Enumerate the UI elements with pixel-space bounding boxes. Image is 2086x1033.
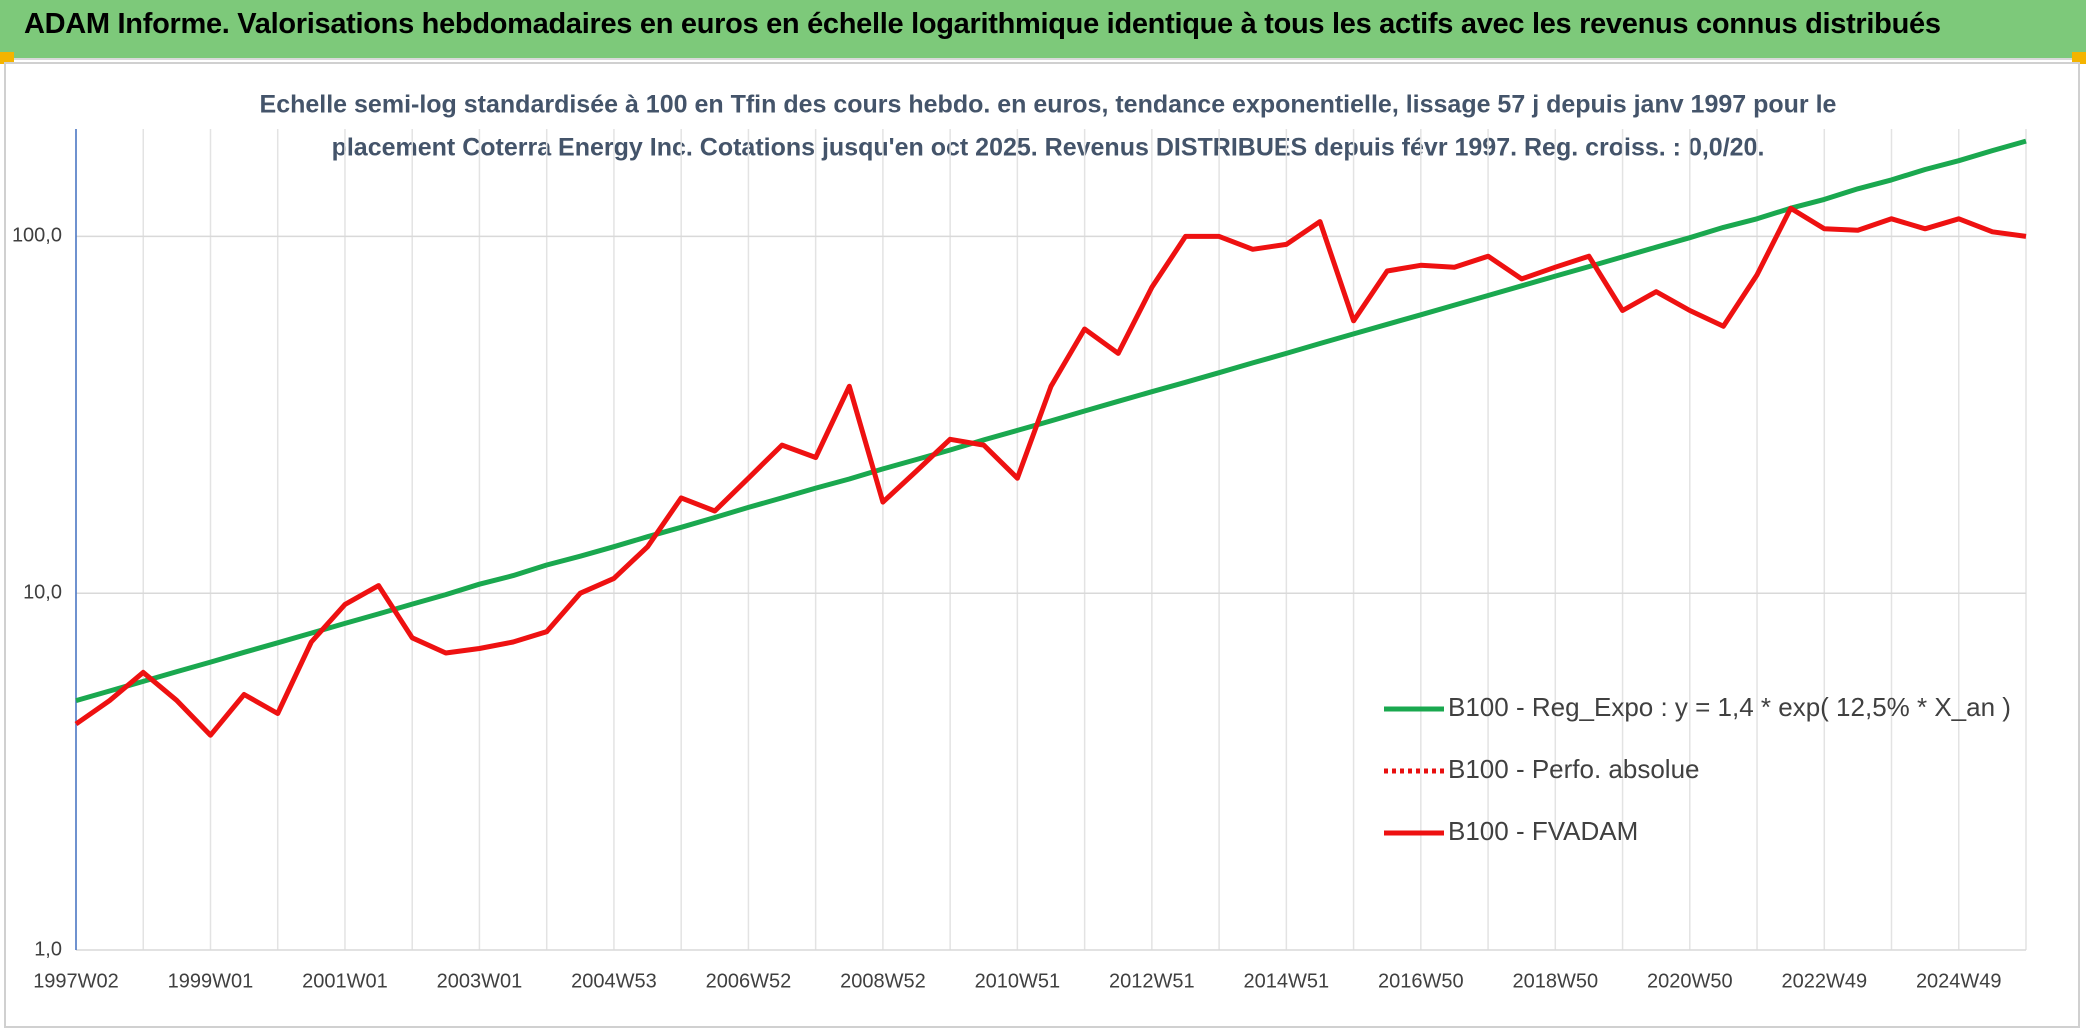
- corner-mark: [0, 52, 14, 64]
- x-tick-label: 2012W51: [1109, 970, 1195, 992]
- series-line: [75, 138, 2027, 704]
- x-tick-label: 1997W02: [33, 970, 119, 992]
- x-tick-label: 2003W01: [437, 970, 523, 992]
- x-tick-label: 2001W01: [302, 970, 388, 992]
- series-line: [74, 205, 2027, 738]
- subtitle: placement Coterra Energy Inc. Cotations …: [332, 134, 1765, 162]
- corner-mark: [2072, 52, 2086, 64]
- subtitle: Echelle semi-log standardisée à 100 en T…: [260, 91, 1837, 119]
- x-tick-label: 2022W49: [1781, 970, 1867, 992]
- x-tick-label: 2010W51: [975, 970, 1061, 992]
- x-tick-label: 1999W01: [168, 970, 254, 992]
- legend-label: B100 - Perfo. absolue: [1448, 754, 1700, 784]
- x-tick-label: 2006W52: [706, 970, 792, 992]
- x-tick-label: 2014W51: [1244, 970, 1330, 992]
- y-tick-label: 1,0: [34, 938, 62, 960]
- x-tick-label: 2024W49: [1916, 970, 2002, 992]
- x-tick-label: 2018W50: [1512, 970, 1598, 992]
- y-tick-label: 10,0: [23, 581, 62, 603]
- chart-frame: [4, 62, 2080, 1028]
- x-tick-label: 2008W52: [840, 970, 926, 992]
- legend-label: B100 - FVADAM: [1448, 816, 1638, 846]
- x-tick-label: 2020W50: [1647, 970, 1733, 992]
- y-tick-label: 100,0: [12, 225, 62, 247]
- title-banner: ADAM Informe. Valorisations hebdomadaire…: [0, 0, 2086, 60]
- legend-label: B100 - Reg_Expo : y = 1,4 * exp( 12,5% *…: [1448, 692, 2011, 722]
- chart-title: ADAM Informe. Valorisations hebdomadaire…: [24, 8, 1941, 40]
- x-tick-label: 2016W50: [1378, 970, 1464, 992]
- x-tick-label: 2004W53: [571, 970, 657, 992]
